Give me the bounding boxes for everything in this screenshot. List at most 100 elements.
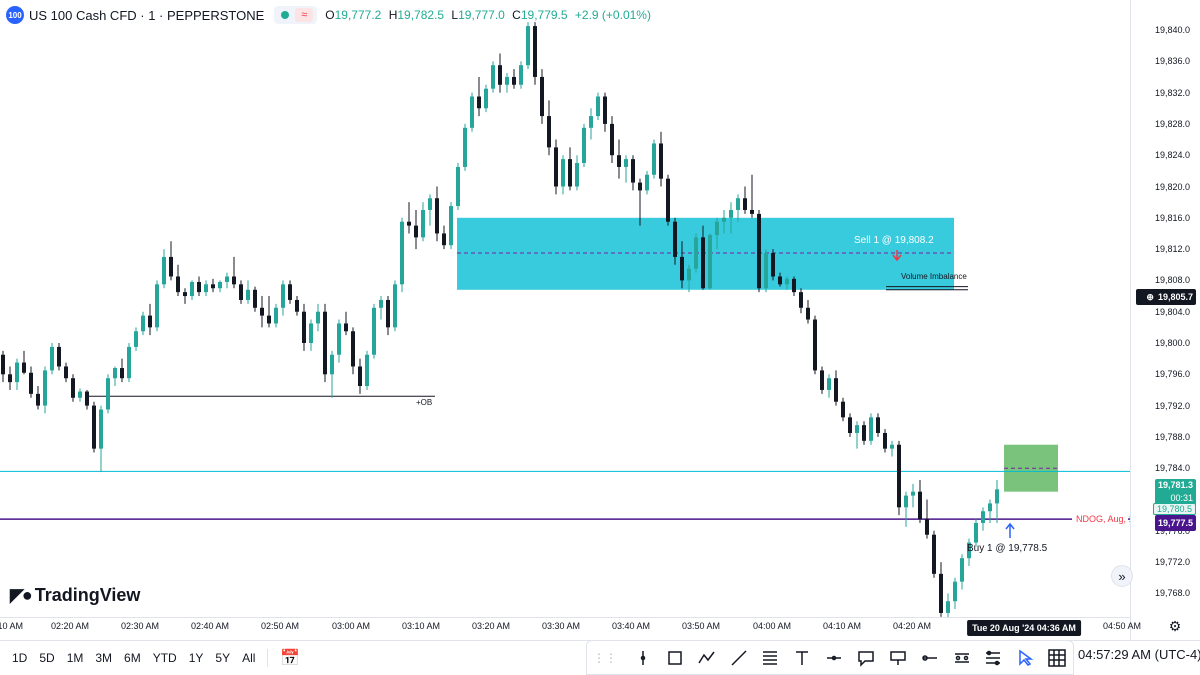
cursor-tool-icon[interactable] [1009,644,1041,672]
time-tick-label: 04:00 AM [752,621,792,631]
time-tick-label: 02:10 AM [0,621,24,631]
candle-body [365,354,369,387]
candle-body [582,127,586,164]
candle-body [99,409,103,449]
timezone-clock[interactable]: 04:57:29 AM (UTC-4) [1078,647,1200,662]
ohlc-close-label: C [512,8,521,22]
time-tick-label: 02:20 AM [50,621,90,631]
price-tick-label: 19,788.0 [1155,431,1191,442]
candle-body [869,417,873,441]
candle-body [127,346,131,379]
range-button-6m[interactable]: 6M [124,651,141,665]
candle-body [253,289,257,308]
range-button-1y[interactable]: 1Y [188,651,204,665]
goto-date-calendar-icon[interactable]: 📅 [280,650,301,667]
time-tick-label: 02:30 AM [120,621,160,631]
candle-body [239,284,243,300]
current-price: 19,781.3 [1157,480,1193,490]
price-tick-label: 19,840.0 [1155,25,1191,35]
candle-body [316,311,320,324]
candle-body [232,276,236,285]
sell-trade-label: Sell 1 @ 19,808.2 [854,235,934,246]
range-button-1m[interactable]: 1M [66,651,84,665]
pin-tool-icon[interactable] [882,644,914,672]
candle-body [176,276,180,293]
price-tick-label: 19,812.0 [1155,244,1191,255]
text-tool-icon[interactable] [786,644,818,672]
ndog-price-badge: 19,777.5 [1154,515,1196,531]
crosshair-price-badge: ⊕ 19,805.7 [1136,289,1196,305]
candle-body [274,307,278,324]
candle-body [778,276,782,285]
ndog-label: NDOG, Aug, 1 [1076,514,1130,524]
range-button-all[interactable]: All [242,651,256,665]
market-status[interactable]: ≈ [274,6,318,24]
rectangle-tool-icon[interactable] [659,644,691,672]
candle-body [575,163,579,187]
time-axis[interactable]: 02:10 AM 02:20 AM 02:30 AM 02:40 AM 02:50 AM… [0,617,1141,637]
price-axis[interactable]: 19,840.0 19,836.0 19,832.0 19,828.0 19,824.0… [1130,0,1200,640]
range-button-5d[interactable]: 5D [39,651,55,665]
price-tick-label: 19,772.0 [1155,557,1191,568]
candle-body [799,292,803,308]
callout-tool-icon[interactable] [850,644,882,672]
candle-body [659,143,663,179]
drag-handle-icon[interactable]: ⋮⋮ [593,650,617,665]
candle-body [890,444,894,449]
candle-body [50,346,54,371]
candle-body [211,284,215,289]
trend-line-tool-icon[interactable] [723,644,755,672]
axis-settings-gear-icon[interactable]: ⚙ [1168,618,1182,634]
vertical-line-tool-icon[interactable] [627,644,659,672]
grid-layout-icon[interactable] [1041,644,1073,672]
scroll-to-realtime-button[interactable]: » [1111,565,1133,587]
candle-body [715,221,719,236]
candle-body [624,159,628,167]
path-tool-icon[interactable] [691,644,723,672]
tradingview-watermark[interactable]: ◤● TradingView [10,585,140,606]
time-tick-label: 02:50 AM [260,621,300,631]
candle-body [708,235,712,289]
horizontal-ray-tool-icon[interactable] [818,644,850,672]
symbol-logo-icon[interactable]: 100 [6,6,24,24]
candle-body [8,374,12,383]
fib-retracement-tool-icon[interactable] [754,644,786,672]
measure-tool-icon[interactable] [914,644,946,672]
candle-body [848,417,852,433]
range-button-ytd[interactable]: YTD [152,651,177,665]
candle-body [148,315,152,328]
candle-body [547,116,551,148]
candle-body [519,65,523,85]
time-tick-label: 04:10 AM [822,621,862,631]
candle-body [638,182,642,191]
candle-body [491,65,495,89]
candle-body [281,284,285,308]
candle-body [617,155,621,167]
chart-canvas[interactable]: NDOG, Aug, 1 +OB Volume Imbalance Sell 1 @ … [0,0,1130,617]
ohlc-low-value: 19,777.0 [458,8,505,22]
time-tick-label: 03:50 AM [681,621,721,631]
candle-body [974,522,978,543]
price-tick-label: 19,820.0 [1155,181,1191,192]
price-tick-label: 19,824.0 [1155,150,1191,161]
range-button-3m[interactable]: 3M [95,651,113,665]
candle-body [764,253,768,289]
candle-body [610,123,614,156]
candle-body [183,292,187,297]
candle-body [505,76,509,85]
candle-body [421,209,425,238]
price-tick-label: 19,836.0 [1155,56,1191,67]
long-position-tool-icon[interactable] [946,644,978,672]
candle-body [260,307,264,316]
forecast-tool-icon[interactable] [977,644,1009,672]
candle-body [407,221,411,226]
range-button-5y[interactable]: 5Y [215,651,231,665]
range-button-1d[interactable]: 1D [12,651,28,665]
symbol-title[interactable]: US 100 Cash CFD · 1 · PEPPERSTONE [29,7,265,23]
candle-body [442,233,446,246]
crosshair-price: 19,805.7 [1157,292,1193,302]
candle-body [358,366,362,387]
candle-body [736,198,740,210]
candle-body [603,96,607,124]
